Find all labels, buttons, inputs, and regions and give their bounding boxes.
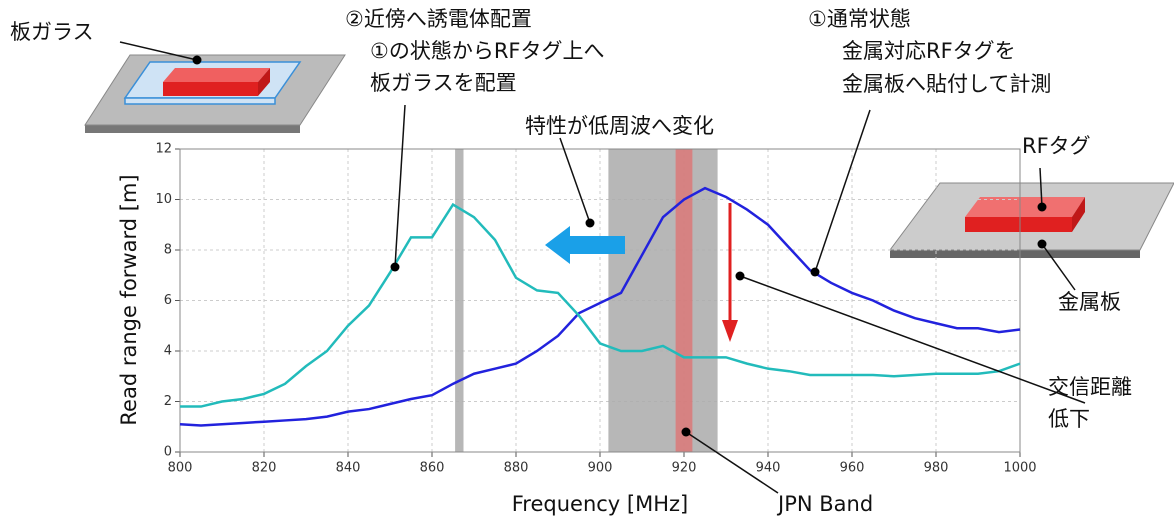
x-tick-label: 800 [168, 461, 193, 476]
y-tick-label: 8 [164, 243, 172, 258]
annotation: 交信距離 [1048, 375, 1132, 399]
x-axis-title: Frequency [MHz] [512, 492, 688, 516]
annotation: 板ガラスを配置 [370, 71, 517, 95]
x-tick-label: 960 [840, 461, 865, 476]
x-tick-label: 900 [588, 461, 613, 476]
x-tick-label: 860 [420, 461, 445, 476]
drop-arrow [722, 203, 738, 342]
annotation: 金属対応RFタグを [842, 39, 1016, 63]
annotation: ①の状態からRFタグ上へ [370, 39, 605, 63]
annotation: 板ガラス [10, 20, 94, 44]
annotation: 金属板 [1058, 290, 1121, 314]
x-tick-label: 1000 [1003, 461, 1036, 476]
annotation: ②近傍へ誘電体配置 [345, 7, 532, 31]
y-tick-label: 2 [164, 394, 172, 409]
band [608, 149, 717, 452]
x-tick-label: 940 [756, 461, 781, 476]
y-tick-label: 12 [155, 142, 172, 157]
band [455, 149, 463, 452]
annotation: 金属板へ貼付して計測 [842, 72, 1051, 96]
annotation: 低下 [1048, 407, 1090, 431]
plot: 0 2 4 6 8 10 12 800 820 840 860 880 900 920 940 960 980 1… [155, 142, 1036, 476]
x-tick-label: 840 [336, 461, 361, 476]
annotation: 特性が低周波へ変化 [525, 114, 714, 138]
glass-illustration [85, 55, 345, 133]
chart: 0 2 4 6 8 10 12 800 820 840 860 880 900 920 940 960 980 1… [0, 0, 1174, 523]
x-tick-label: 820 [252, 461, 277, 476]
y-tick-label: 4 [164, 344, 172, 359]
band [676, 149, 693, 452]
metal-illustration [890, 183, 1174, 258]
annotation: JPN Band [776, 492, 873, 516]
x-tick-label: 980 [924, 461, 949, 476]
y-tick-label: 10 [155, 192, 172, 207]
x-tick-label: 920 [672, 461, 697, 476]
y-tick-label: 6 [164, 293, 172, 308]
y-tick-label: 0 [164, 445, 172, 460]
annotation: RFタグ [1022, 134, 1091, 158]
y-axis-title: Read range forward [m] [117, 174, 141, 425]
x-tick-label: 880 [504, 461, 529, 476]
annotation: ①通常状態 [808, 7, 911, 31]
